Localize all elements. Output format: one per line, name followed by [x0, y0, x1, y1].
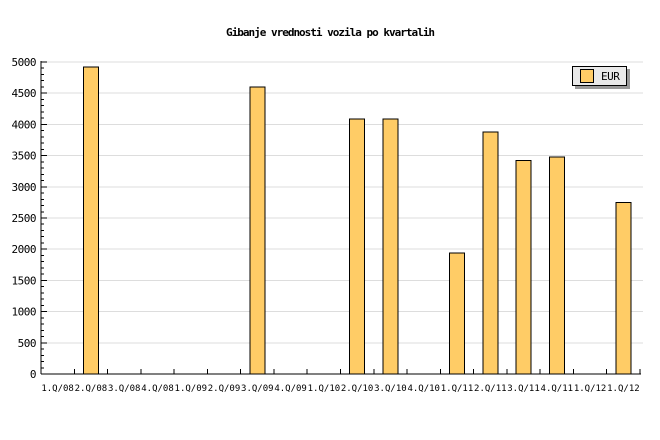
chart-title: Gibanje vrednosti vozila po kvartalih: [225, 26, 435, 39]
y-tick-label: 4000: [12, 118, 37, 131]
x-tick-label: 1.Q/09: [175, 384, 208, 394]
bar: [82, 66, 99, 375]
bar: [349, 118, 366, 375]
x-tick-label: 1.Q/11: [441, 384, 474, 394]
x-tick-label: 4.Q/09: [274, 384, 307, 394]
x-tick-label: 1.Q/12: [574, 384, 607, 394]
y-tick-label: 2000: [12, 243, 37, 256]
bar: [482, 131, 499, 375]
legend-box: EUR: [572, 66, 627, 86]
x-tick-label: 1.Q/08: [41, 384, 74, 394]
x-tick-label: 2.Q/09: [208, 384, 241, 394]
bar: [615, 201, 632, 375]
bar: [515, 160, 532, 375]
y-tick-label: 4500: [12, 87, 37, 100]
legend-swatch-eur: [580, 69, 594, 83]
x-tick-label: 3.Q/09: [241, 384, 274, 394]
x-tick-label: 2.Q/11: [474, 384, 507, 394]
x-tick-label: 2.Q/08: [75, 384, 108, 394]
x-tick-label: 3.Q/11: [507, 384, 540, 394]
y-tick-label: 1500: [12, 274, 37, 287]
x-tick-label: 4.Q/10: [407, 384, 440, 394]
bar: [449, 252, 465, 375]
y-tick-label: 500: [18, 337, 36, 350]
x-tick-label: 4.Q/08: [141, 384, 174, 394]
bar: [249, 86, 266, 375]
bar: [548, 156, 565, 375]
y-tick-label: 3500: [12, 150, 37, 163]
x-tick-label: 1.Q/10: [308, 384, 341, 394]
x-tick-label: 2.Q/10: [341, 384, 374, 394]
x-tick-label: 3.Q/08: [108, 384, 141, 394]
legend-label: EUR: [601, 69, 620, 83]
y-tick-label: 5000: [12, 56, 37, 69]
bar: [382, 118, 399, 375]
y-tick-label: 3000: [12, 181, 37, 194]
x-tick-label: 1.Q/12: [607, 384, 640, 394]
y-tick-label: 1000: [12, 306, 37, 319]
y-tick-label: 2500: [12, 212, 37, 225]
x-tick-label: 3.Q/10: [374, 384, 407, 394]
y-tick-label: 0: [30, 368, 36, 381]
x-tick-label: 4.Q/11: [541, 384, 574, 394]
